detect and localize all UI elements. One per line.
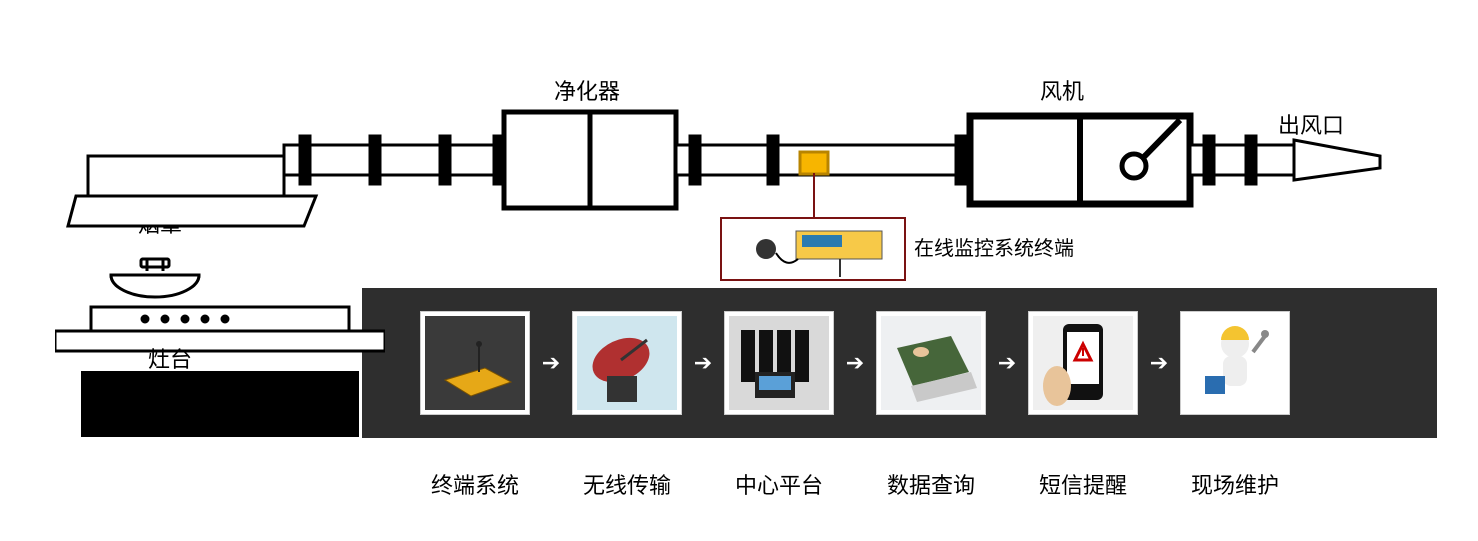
flow-label-sms: 短信提醒	[1028, 468, 1138, 500]
flow-label-query: 数据查询	[876, 468, 986, 500]
stove-diagram-overlay	[55, 255, 385, 440]
sensor-callout-box	[720, 217, 906, 281]
flow-row: ➔ ➔ ➔ ➔	[420, 311, 1290, 415]
flow-label-maint: 现场维护	[1180, 468, 1290, 500]
flow-icon-query	[876, 311, 986, 415]
sensor-connector-line	[813, 173, 815, 217]
flow-arrow-4: ➔	[996, 350, 1018, 376]
flow-arrow-3: ➔	[844, 350, 866, 376]
stove-label-2: 灶台	[148, 342, 192, 374]
flow-icon-terminal	[420, 311, 530, 415]
flow-arrow-5: ➔	[1148, 350, 1170, 376]
flow-icon-wireless	[572, 311, 682, 415]
flow-icon-center	[724, 311, 834, 415]
flow-label-center: 中心平台	[724, 468, 834, 500]
flow-icon-maint	[1180, 311, 1290, 415]
flow-icon-sms	[1028, 311, 1138, 415]
flow-arrow-1: ➔	[540, 350, 562, 376]
flow-labels-row: 终端系统 无线传输 中心平台 数据查询 短信提醒 现场维护	[420, 468, 1290, 500]
flow-label-wireless: 无线传输	[572, 468, 682, 500]
flow-arrow-2: ➔	[692, 350, 714, 376]
sensor-label: 在线监控系统终端	[914, 232, 1074, 261]
flow-label-terminal: 终端系统	[420, 468, 530, 500]
